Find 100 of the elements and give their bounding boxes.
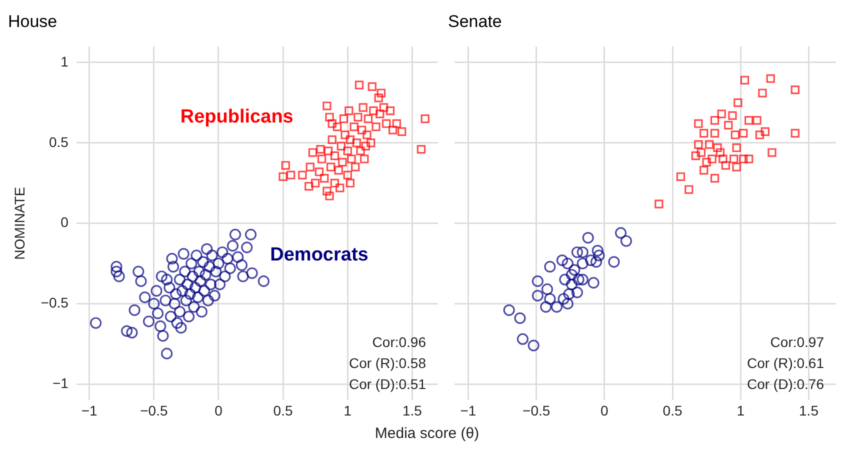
point <box>608 256 620 268</box>
point <box>716 148 725 157</box>
point <box>730 130 740 140</box>
point <box>752 116 762 125</box>
point <box>614 227 627 239</box>
point <box>734 98 742 108</box>
point <box>532 290 544 302</box>
y-tick-label: −1 <box>52 374 69 391</box>
point <box>588 277 600 289</box>
point <box>744 154 754 164</box>
x-tick-label: −1 <box>81 402 98 418</box>
point <box>592 244 604 256</box>
point <box>558 293 570 305</box>
point <box>760 127 770 136</box>
point <box>740 76 750 85</box>
point <box>514 312 526 324</box>
point <box>566 278 578 290</box>
point <box>559 274 571 286</box>
point <box>563 288 575 300</box>
point <box>713 143 722 152</box>
point <box>790 128 800 138</box>
point <box>654 200 664 208</box>
point <box>732 143 741 152</box>
chart-title: Senate <box>448 12 502 31</box>
point <box>728 111 737 120</box>
point <box>571 246 583 258</box>
point <box>739 154 748 164</box>
point <box>730 154 738 164</box>
point <box>790 85 800 94</box>
point <box>710 116 720 125</box>
point <box>541 283 554 296</box>
point <box>758 88 767 98</box>
point <box>576 274 588 286</box>
point <box>572 274 584 286</box>
x-tick-label: −1 <box>460 402 476 418</box>
point <box>585 254 597 266</box>
point <box>566 268 578 281</box>
point <box>691 151 700 160</box>
point <box>544 260 556 273</box>
point <box>717 110 726 118</box>
point <box>739 128 748 138</box>
x-tick-label: 1.5 <box>799 402 819 418</box>
x-tick-label: 1 <box>344 402 352 418</box>
point <box>556 254 568 266</box>
point <box>590 256 602 268</box>
annotation: Cor (R):0.58 <box>348 355 426 372</box>
x-tick-label: −0.5 <box>522 402 550 418</box>
point <box>528 340 540 352</box>
point <box>694 140 703 149</box>
annotation: Cor (D):0.51 <box>348 376 426 392</box>
x-tick-label: 1.5 <box>402 402 422 418</box>
point <box>721 161 730 170</box>
point <box>696 148 706 157</box>
point <box>718 154 728 164</box>
point <box>702 158 711 167</box>
point <box>576 246 588 258</box>
point <box>550 301 563 313</box>
y-axis-title: NOMINATE <box>11 186 28 260</box>
chart-title: House <box>8 12 58 31</box>
y-tick-label: −0.5 <box>40 294 69 311</box>
x-tick-label: 0.5 <box>273 402 293 418</box>
point <box>562 298 574 310</box>
point <box>676 172 686 181</box>
point <box>540 301 552 313</box>
point <box>568 264 580 276</box>
point <box>755 130 764 140</box>
x-tick-label: 1 <box>736 402 745 418</box>
point <box>766 74 775 83</box>
point <box>582 232 594 244</box>
point <box>744 116 754 125</box>
x-tick-label: 0.5 <box>662 402 682 418</box>
point <box>503 304 515 316</box>
point <box>684 185 694 194</box>
point <box>710 128 720 138</box>
point <box>532 275 544 287</box>
point <box>694 119 703 128</box>
y-tick-label: 1 <box>60 53 69 70</box>
annotation: Cor:0.96 <box>372 334 426 350</box>
annotation: Cor (R):0.61 <box>746 355 824 372</box>
point <box>576 258 588 270</box>
point <box>708 154 716 164</box>
annotation: Cor:0.97 <box>770 334 824 350</box>
point <box>710 174 720 183</box>
point <box>562 258 574 270</box>
annotation: Cor (D):0.76 <box>746 376 824 392</box>
point <box>724 120 733 130</box>
series-label: Republicans <box>180 106 294 128</box>
x-tick-label: 0 <box>214 402 223 418</box>
series-label: Democrats <box>270 244 368 266</box>
x-tick-label: 0 <box>600 402 609 418</box>
point <box>544 293 556 305</box>
point <box>704 140 714 149</box>
point <box>768 148 776 157</box>
point <box>571 286 583 298</box>
y-tick-label: 0.5 <box>48 134 69 150</box>
y-tick-label: 0 <box>60 214 69 230</box>
x-tick-label: −0.5 <box>140 402 168 418</box>
point <box>700 128 708 138</box>
point <box>593 250 605 262</box>
point <box>620 235 632 247</box>
